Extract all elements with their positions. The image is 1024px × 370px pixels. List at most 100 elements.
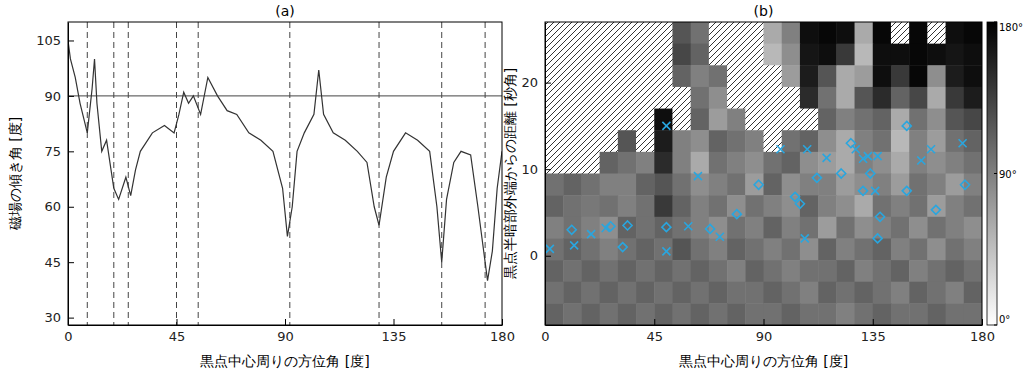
marker-x <box>570 241 578 249</box>
heat-cell <box>563 44 582 66</box>
heat-cell <box>818 238 837 260</box>
heat-cell <box>600 260 619 282</box>
tick-label: 90 <box>756 329 773 344</box>
heat-cell <box>855 109 874 131</box>
heat-cell <box>600 109 619 131</box>
heat-cell <box>909 87 928 109</box>
heat-cell <box>800 238 819 260</box>
heat-cell <box>836 130 855 152</box>
heat-cell <box>545 109 564 131</box>
tick-label: 135 <box>382 329 407 344</box>
heat-cell <box>745 44 764 66</box>
heat-cell <box>545 152 564 174</box>
heat-cell <box>727 238 746 260</box>
tick-label: 75 <box>44 144 61 159</box>
tick: 0 <box>530 248 551 263</box>
heat-cell <box>709 130 728 152</box>
heat-cell <box>545 217 564 239</box>
heat-cell <box>891 22 910 44</box>
data-line <box>68 40 502 280</box>
tick-label: 45 <box>169 329 186 344</box>
heat-cell <box>891 152 910 174</box>
heat-cell <box>818 65 837 87</box>
heat-cell <box>891 65 910 87</box>
marker-diamond <box>961 180 970 189</box>
heat-cell <box>600 152 619 174</box>
tick-label: 45 <box>44 255 61 270</box>
marker-x <box>871 187 879 195</box>
heat-cell <box>691 238 710 260</box>
heat-cell <box>581 22 600 44</box>
tick-label: 180 <box>970 329 995 344</box>
heat-cell <box>727 65 746 87</box>
heat-cell <box>581 65 600 87</box>
reference-line <box>87 22 88 325</box>
heat-cell <box>618 303 637 325</box>
heat-cell <box>964 22 982 44</box>
marker-diamond <box>623 221 632 230</box>
heat-cell <box>727 152 746 174</box>
heat-cell <box>855 130 874 152</box>
marker-x <box>959 139 967 147</box>
colorbar-label: 90° <box>999 169 1017 180</box>
reference-line <box>198 22 199 325</box>
marker-x <box>874 152 882 160</box>
tick-label: 90 <box>277 329 294 344</box>
heat-cell <box>709 260 728 282</box>
heat-cell <box>855 238 874 260</box>
heat-cell <box>836 282 855 304</box>
heat-cell <box>654 152 673 174</box>
heat-cell <box>691 174 710 196</box>
heat-cell <box>964 130 982 152</box>
heat-cell <box>691 195 710 217</box>
y-axis: 01020 <box>521 23 551 326</box>
heat-cell <box>691 303 710 325</box>
heat-cell <box>873 109 892 131</box>
tick-label: 60 <box>44 199 61 214</box>
marker-diamond <box>567 225 576 234</box>
heat-cell <box>946 303 965 325</box>
heat-cell <box>891 303 910 325</box>
heat-cell <box>618 282 637 304</box>
heat-cell <box>581 130 600 152</box>
heat-cell <box>818 152 837 174</box>
tick-mark <box>394 319 395 325</box>
tick-mark <box>285 319 286 325</box>
heat-cell <box>636 109 655 131</box>
tick-mark <box>545 83 551 84</box>
heat-cell <box>672 303 691 325</box>
heat-cell <box>800 174 819 196</box>
heat-cell <box>855 303 874 325</box>
heat-cell <box>964 303 982 325</box>
plot-frame <box>545 22 982 325</box>
heat-cell <box>563 217 582 239</box>
tick-mark <box>68 151 74 152</box>
tick-mark <box>545 169 551 170</box>
heat-cell <box>691 87 710 109</box>
tick: 75 <box>44 144 74 159</box>
heat-cell <box>563 195 582 217</box>
heat-cell <box>745 217 764 239</box>
heat-cell <box>654 22 673 44</box>
heat-cell <box>600 174 619 196</box>
tick-mark <box>68 318 74 319</box>
tick-label: 10 <box>521 162 538 177</box>
heat-cell <box>782 303 801 325</box>
heat-cell <box>672 282 691 304</box>
heat-cell <box>618 195 637 217</box>
heat-cell <box>800 282 819 304</box>
marker-x <box>864 152 872 160</box>
heat-cell <box>727 303 746 325</box>
heat-cell <box>782 217 801 239</box>
heat-cell <box>545 238 564 260</box>
heat-cell <box>545 22 564 44</box>
heat-cell <box>672 174 691 196</box>
heat-cell <box>745 260 764 282</box>
tick-mark <box>764 319 765 325</box>
heat-cell <box>800 260 819 282</box>
marker-diamond <box>873 234 882 243</box>
heat-cell <box>964 109 982 131</box>
heat-cell <box>618 109 637 131</box>
heat-cell <box>654 217 673 239</box>
marker-x <box>823 154 831 162</box>
